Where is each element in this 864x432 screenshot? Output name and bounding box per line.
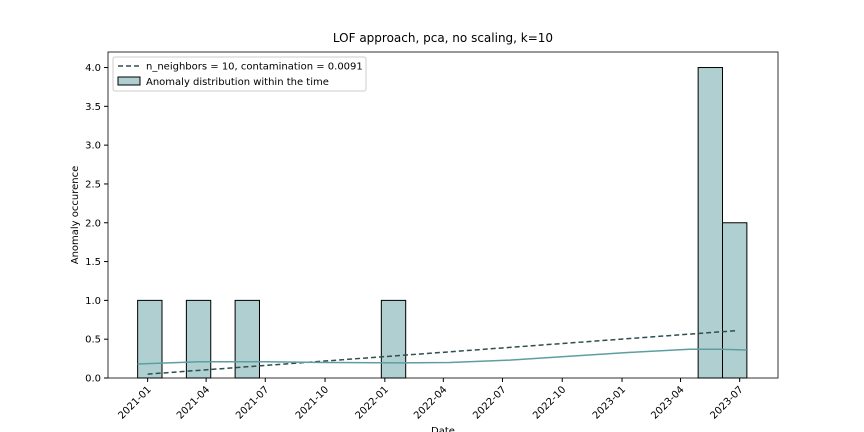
legend-label: n_neighbors = 10, contamination = 0.0091 [146, 62, 363, 73]
x-tick-label: 2021-01 [116, 384, 153, 421]
x-tick-label: 2022-10 [531, 384, 568, 421]
y-tick-label: 4.0 [85, 63, 101, 74]
x-tick-label: 2022-04 [412, 384, 449, 421]
x-tick-label: 2022-01 [354, 384, 391, 421]
line [147, 329, 737, 375]
chart-title: LOF approach, pca, no scaling, k=10 [333, 31, 553, 45]
bar [722, 222, 748, 379]
bar [697, 67, 724, 379]
line [137, 348, 747, 365]
x-tick-label: 2021-07 [234, 384, 271, 421]
bar [380, 299, 407, 379]
x-tick-label: 2022-07 [471, 384, 508, 421]
y-tick-label: 0.5 [85, 335, 101, 346]
y-tick-label: 3.5 [85, 102, 101, 113]
x-tick-label: 2021-10 [294, 384, 331, 421]
x-axis-label: Date [431, 426, 455, 432]
x-tick-label: 2023-01 [591, 384, 628, 421]
bar [185, 299, 212, 379]
x-tick-label: 2021-04 [175, 384, 212, 421]
legend: n_neighbors = 10, contamination = 0.0091… [112, 56, 367, 92]
bar [234, 299, 260, 379]
y-tick-label: 2.0 [85, 218, 101, 229]
y-tick-label: 2.5 [85, 179, 101, 190]
legend-swatch [117, 76, 141, 86]
x-tick-label: 2023-04 [649, 384, 686, 421]
y-tick-label: 1.0 [85, 296, 101, 307]
y-tick-label: 0.0 [85, 374, 101, 385]
legend-label: Anomaly distribution within the time [146, 77, 329, 88]
x-tick-label: 2023-07 [708, 384, 745, 421]
legend-box [112, 56, 367, 92]
bar [137, 299, 163, 379]
y-tick-label: 3.0 [85, 141, 101, 152]
y-axis-label: Anomaly occurence [70, 166, 81, 265]
y-tick-label: 1.5 [85, 257, 101, 268]
